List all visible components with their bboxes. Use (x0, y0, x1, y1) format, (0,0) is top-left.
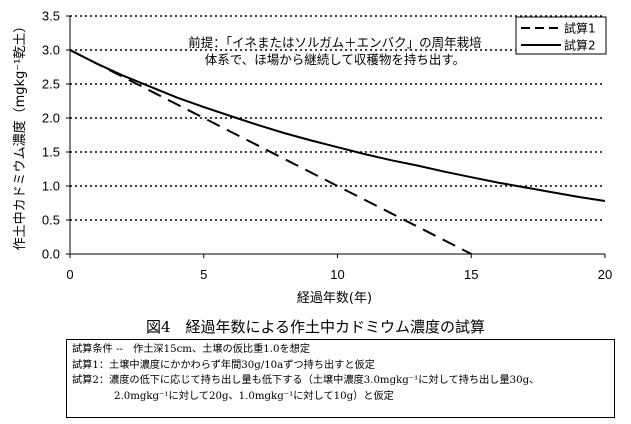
annotation-line-1: 前提：「イネまたはソルガム＋エンバク」の周年栽培 (188, 35, 481, 50)
series-line-2 (69, 49, 606, 202)
x-tick-label-2: 10 (330, 267, 344, 282)
series-line-1 (69, 49, 472, 255)
chart: 0.0 0.5 1.0 1.5 2.0 2.5 3.0 3.5 0 5 10 15 20 経過年数(年)… (12, 9, 612, 307)
note-scenario-2: 試算2：濃度の低下に応じて持ち出し量も低下する（土壌中濃度3.0mgkg⁻¹に対… (72, 375, 540, 387)
notes-box: 試算条件 -- 作土深15cm、土壌の仮比重1.0を想定 試算1：土壌中濃度にか… (66, 339, 615, 418)
axes (66, 15, 606, 258)
tick-labels: 0.0 0.5 1.0 1.5 2.0 2.5 3.0 3.5 0 5 10 15 20 (42, 9, 612, 283)
legend-label-series-1: 試算1 (564, 21, 596, 36)
legend-box (515, 16, 607, 55)
y-tick-label-6: 3.0 (42, 43, 60, 58)
y-axis-title: 作土中カドミウム濃度（mgkg⁻¹乾土） (12, 20, 28, 251)
y-tick-label-2: 1.0 (42, 179, 60, 194)
y-tick-label-3: 1.5 (42, 145, 60, 160)
figure-caption: 図4 経過年数による作土中カドミウム濃度の試算 (145, 318, 486, 336)
y-tick-label-0: 0.0 (42, 247, 60, 262)
legend: 試算1 試算2 (515, 16, 607, 55)
x-tick-label-1: 5 (200, 267, 207, 282)
x-tick-label-0: 0 (66, 267, 73, 282)
legend-label-series-2: 試算2 (564, 38, 596, 53)
note-conditions: 試算条件 -- 作土深15cm、土壌の仮比重1.0を想定 (72, 344, 311, 355)
y-tick-label-7: 3.5 (42, 9, 60, 24)
note-scenario-1: 試算1：土壌中濃度にかかわらず年間30g/10aずつ持ち出すと仮定 (72, 359, 375, 371)
annotation: 前提：「イネまたはソルガム＋エンバク」の周年栽培 体系で、ほ場から継続して収穫物… (188, 35, 481, 67)
series-layer (69, 49, 606, 255)
y-tick-label-4: 2.0 (42, 111, 60, 126)
y-tick-label-5: 2.5 (42, 77, 60, 92)
x-axis-title: 経過年数(年) (297, 291, 372, 306)
annotation-line-2: 体系で、ほ場から継続して収穫物を持ち出す。 (205, 52, 465, 67)
x-tick-label-3: 15 (464, 267, 478, 282)
note-scenario-2-cont: 2.0mgkg⁻¹に対して20g、1.0mgkg⁻¹に対して10g）と仮定 (114, 390, 394, 402)
y-tick-label-1: 0.5 (42, 213, 60, 228)
x-tick-label-4: 20 (598, 267, 612, 282)
